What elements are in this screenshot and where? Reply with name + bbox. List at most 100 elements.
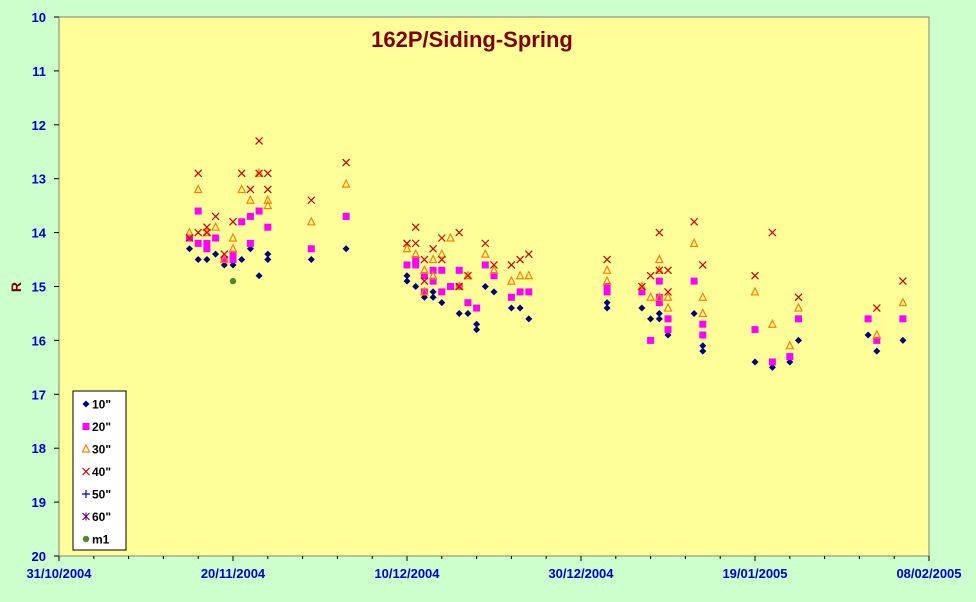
- x-tick-label: 10/12/2004: [374, 566, 440, 581]
- data-point: [420, 255, 429, 264]
- data-point: [202, 228, 211, 237]
- data-point: [795, 315, 802, 323]
- data-point: [690, 309, 698, 317]
- data-point: [795, 336, 802, 344]
- data-point: [403, 261, 411, 269]
- data-point: [454, 281, 464, 291]
- data-point: [663, 291, 673, 301]
- data-point: [193, 184, 203, 194]
- data-point: [646, 271, 655, 280]
- data-point: [194, 239, 202, 247]
- data-point: [655, 293, 663, 301]
- data-point: [473, 320, 481, 328]
- data-point: [246, 239, 254, 247]
- data-point: [864, 331, 872, 339]
- data-point: [506, 275, 516, 285]
- data-point: [464, 309, 472, 317]
- series-square: [186, 207, 907, 366]
- data-point: [602, 275, 612, 285]
- data-point: [664, 287, 672, 296]
- data-point: [420, 288, 428, 296]
- data-point: [647, 315, 655, 323]
- data-point: [689, 238, 699, 247]
- legend-marker: [82, 423, 90, 430]
- data-point: [412, 283, 420, 290]
- x-tick-label: 08/02/2005: [896, 566, 961, 581]
- data-point: [699, 347, 707, 355]
- y-tick-label: 11: [32, 64, 46, 79]
- data-point: [212, 234, 220, 242]
- data-point: [664, 266, 672, 275]
- data-point: [768, 358, 776, 366]
- data-point: [524, 250, 533, 259]
- data-point: [490, 288, 498, 296]
- data-point: [767, 318, 777, 328]
- data-point: [229, 217, 237, 226]
- data-point: [654, 291, 664, 301]
- data-point: [264, 250, 272, 258]
- data-point: [255, 207, 263, 215]
- data-point: [603, 255, 612, 264]
- data-point: [246, 212, 254, 220]
- data-point: [307, 256, 315, 264]
- data-point: [699, 331, 707, 339]
- y-tick-label: 18: [32, 441, 46, 456]
- data-point: [238, 256, 246, 264]
- data-point: [429, 277, 437, 285]
- data-point: [516, 255, 525, 264]
- data-point: [455, 309, 463, 317]
- legend-label: 60": [92, 510, 111, 524]
- data-point: [429, 244, 438, 253]
- data-point: [428, 270, 438, 280]
- data-point: [768, 363, 776, 371]
- x-tick-label: 30/12/2004: [548, 566, 614, 581]
- y-axis-title: R: [8, 282, 24, 292]
- data-point: [229, 277, 237, 285]
- data-point: [229, 250, 237, 258]
- data-point: [664, 326, 672, 334]
- y-tick-label: 17: [32, 387, 46, 402]
- data-point: [872, 329, 882, 339]
- y-tick-label: 16: [32, 333, 46, 348]
- data-point: [229, 261, 237, 269]
- data-point: [194, 207, 202, 215]
- series-triangle: [185, 167, 908, 350]
- data-point: [507, 261, 516, 269]
- data-point: [412, 256, 420, 264]
- data-point: [690, 217, 699, 226]
- data-point: [229, 256, 237, 264]
- data-point: [473, 304, 481, 312]
- data-point: [750, 286, 760, 296]
- data-point: [655, 299, 663, 307]
- data-point: [186, 245, 193, 253]
- data-point: [785, 340, 795, 350]
- data-point: [603, 288, 611, 296]
- data-point: [898, 297, 908, 307]
- data-point: [237, 184, 247, 194]
- legend: 10" 20" 30" 40" 50" 60" m1: [72, 390, 127, 551]
- y-tick-label: 14: [32, 226, 47, 241]
- x-tick-label: 31/10/2004: [26, 566, 92, 581]
- y-axis: 10 11 12 13 14 15 16 17 18 19 20: [32, 10, 59, 564]
- data-point: [664, 331, 672, 339]
- legend-label: 50": [92, 488, 111, 502]
- data-point: [516, 304, 524, 312]
- data-point: [238, 218, 246, 226]
- y-tick-label: 20: [32, 549, 46, 564]
- data-point: [403, 272, 411, 280]
- data-point: [873, 336, 881, 344]
- data-point: [516, 288, 524, 296]
- data-point: [873, 347, 881, 355]
- data-point: [412, 261, 420, 269]
- data-point: [438, 288, 446, 296]
- data-point: [429, 266, 437, 274]
- data-point: [429, 288, 437, 296]
- data-point: [872, 304, 881, 312]
- data-point: [263, 169, 272, 178]
- data-point: [245, 194, 255, 204]
- data-point: [699, 342, 707, 350]
- data-point: [411, 223, 420, 232]
- data-point: [786, 358, 794, 366]
- legend-label: 40": [92, 465, 111, 479]
- data-point: [786, 353, 794, 361]
